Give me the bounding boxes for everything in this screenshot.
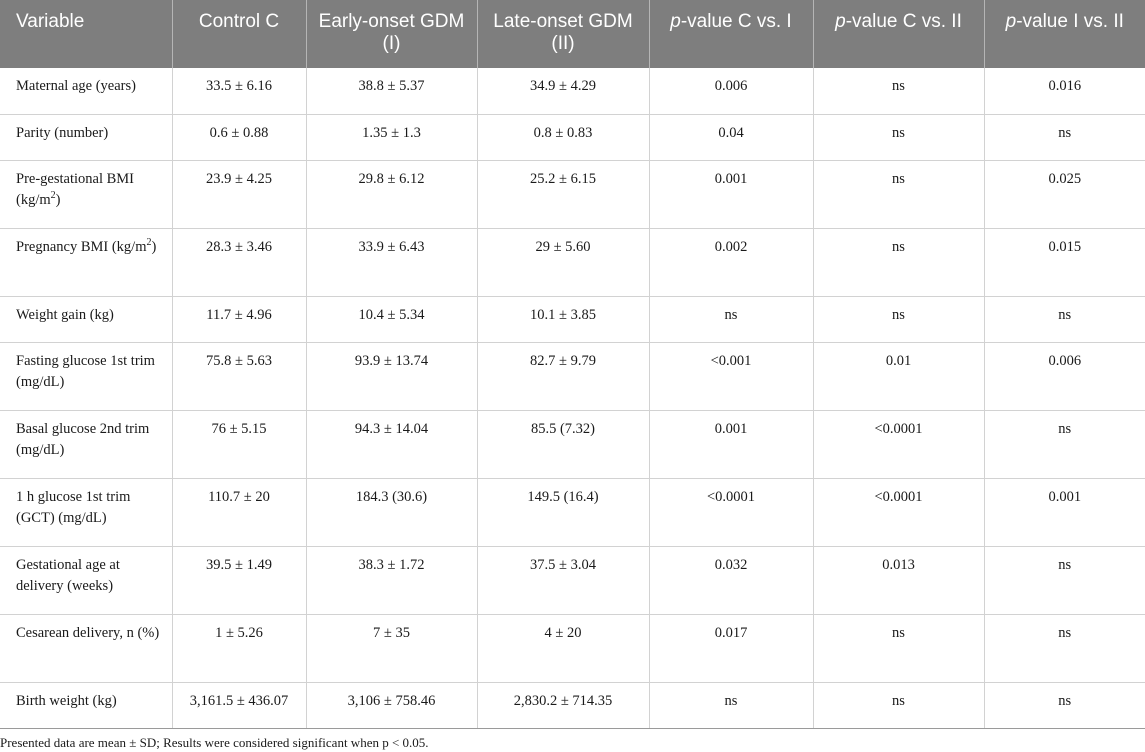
cell-early-onset: 3,106 ± 758.46 [306,682,478,729]
cell-pvalue-c-vs-ii: ns [813,160,985,229]
cell-pvalue-c-vs-ii: <0.0001 [813,410,985,479]
cell-early-onset: 94.3 ± 14.04 [306,410,478,479]
footnote: Presented data are mean ± SD; Results we… [0,735,429,750]
cell-pvalue-c-vs-i: 0.017 [649,614,814,683]
cell-pvalue-c-vs-i: 0.04 [649,114,814,161]
header-control: Control C [172,0,307,68]
cell-late-onset: 37.5 ± 3.04 [477,546,650,615]
cell-late-onset: 34.9 ± 4.29 [477,68,650,115]
cell-early-onset: 10.4 ± 5.34 [306,296,478,343]
table-row: Fasting glucose 1st trim (mg/dL) 75.8 ± 5… [0,342,1145,411]
cell-pvalue-c-vs-i: 0.032 [649,546,814,615]
cell-pvalue-c-vs-i: 0.002 [649,228,814,297]
cell-early-onset: 7 ± 35 [306,614,478,683]
cell-variable: Gestational age at delivery (weeks) [0,546,173,615]
cell-control: 110.7 ± 20 [172,478,307,547]
header-row: Variable Control C Early-onset GDM (I) L… [0,0,1145,68]
cell-pvalue-i-vs-ii: 0.006 [984,342,1145,411]
cell-pvalue-c-vs-ii: ns [813,68,985,115]
cell-pvalue-c-vs-i: ns [649,682,814,729]
cell-control: 39.5 ± 1.49 [172,546,307,615]
cell-pvalue-c-vs-i: 0.001 [649,410,814,479]
cell-pvalue-i-vs-ii: ns [984,410,1145,479]
cell-control: 28.3 ± 3.46 [172,228,307,297]
cell-late-onset: 82.7 ± 9.79 [477,342,650,411]
cell-pvalue-i-vs-ii: 0.001 [984,478,1145,547]
header-late-onset: Late-onset GDM (II) [477,0,650,68]
cell-pvalue-c-vs-i: ns [649,296,814,343]
cell-variable: Birth weight (kg) [0,682,173,729]
cell-early-onset: 184.3 (30.6) [306,478,478,547]
results-table: Variable Control C Early-onset GDM (I) L… [0,0,1145,729]
cell-late-onset: 0.8 ± 0.83 [477,114,650,161]
cell-late-onset: 85.5 (7.32) [477,410,650,479]
table-row: Gestational age at delivery (weeks) 39.5 … [0,546,1145,615]
cell-pvalue-c-vs-ii: ns [813,296,985,343]
header-pvalue-c-vs-i: p-value C vs. I [649,0,814,68]
cell-control: 3,161.5 ± 436.07 [172,682,307,729]
header-variable: Variable [0,0,173,68]
cell-late-onset: 4 ± 20 [477,614,650,683]
cell-pvalue-i-vs-ii: ns [984,614,1145,683]
cell-early-onset: 38.3 ± 1.72 [306,546,478,615]
cell-late-onset: 29 ± 5.60 [477,228,650,297]
cell-control: 23.9 ± 4.25 [172,160,307,229]
cell-control: 76 ± 5.15 [172,410,307,479]
cell-pvalue-c-vs-i: <0.001 [649,342,814,411]
cell-variable: Parity (number) [0,114,173,161]
cell-late-onset: 2,830.2 ± 714.35 [477,682,650,729]
table-row: Cesarean delivery, n (%) 1 ± 5.26 7 ± 35 4 … [0,614,1145,683]
cell-pvalue-c-vs-i: <0.0001 [649,478,814,547]
cell-variable: Basal glucose 2nd trim (mg/dL) [0,410,173,479]
table-row: Parity (number) 0.6 ± 0.88 1.35 ± 1.3 0.8 ±… [0,114,1145,161]
cell-control: 1 ± 5.26 [172,614,307,683]
header-pvalue-i-vs-ii: p-value I vs. II [984,0,1145,68]
cell-control: 11.7 ± 4.96 [172,296,307,343]
cell-pvalue-c-vs-ii: 0.01 [813,342,985,411]
cell-pvalue-c-vs-ii: ns [813,228,985,297]
cell-variable: Pregnancy BMI (kg/m2) [0,228,173,297]
cell-pvalue-i-vs-ii: 0.015 [984,228,1145,297]
table-row: 1 h glucose 1st trim (GCT) (mg/dL) 110.7 … [0,478,1145,547]
cell-pvalue-c-vs-ii: ns [813,614,985,683]
cell-early-onset: 38.8 ± 5.37 [306,68,478,115]
cell-pvalue-i-vs-ii: ns [984,114,1145,161]
cell-pvalue-c-vs-ii: ns [813,682,985,729]
cell-pvalue-i-vs-ii: ns [984,682,1145,729]
cell-variable: Maternal age (years) [0,68,173,115]
cell-pvalue-c-vs-i: 0.001 [649,160,814,229]
header-early-onset: Early-onset GDM (I) [306,0,478,68]
cell-late-onset: 10.1 ± 3.85 [477,296,650,343]
cell-variable: Fasting glucose 1st trim (mg/dL) [0,342,173,411]
cell-control: 75.8 ± 5.63 [172,342,307,411]
cell-early-onset: 93.9 ± 13.74 [306,342,478,411]
cell-pvalue-i-vs-ii: 0.025 [984,160,1145,229]
table-row: Pregnancy BMI (kg/m2) 28.3 ± 3.46 33.9 ± 6… [0,228,1145,297]
cell-pvalue-c-vs-ii: <0.0001 [813,478,985,547]
cell-control: 0.6 ± 0.88 [172,114,307,161]
cell-early-onset: 1.35 ± 1.3 [306,114,478,161]
cell-control: 33.5 ± 6.16 [172,68,307,115]
header-pvalue-c-vs-ii: p-value C vs. II [813,0,985,68]
cell-late-onset: 149.5 (16.4) [477,478,650,547]
table-body: Maternal age (years) 33.5 ± 6.16 38.8 ± 5.… [0,68,1145,729]
table-row: Weight gain (kg) 11.7 ± 4.96 10.4 ± 5.34 10… [0,296,1145,343]
cell-early-onset: 33.9 ± 6.43 [306,228,478,297]
cell-variable: Pre-gestational BMI (kg/m2) [0,160,173,229]
cell-pvalue-c-vs-ii: 0.013 [813,546,985,615]
cell-early-onset: 29.8 ± 6.12 [306,160,478,229]
table-row: Birth weight (kg) 3,161.5 ± 436.07 3,106 ±… [0,682,1145,729]
table-row: Pre-gestational BMI (kg/m2) 23.9 ± 4.25 29… [0,160,1145,229]
cell-pvalue-c-vs-ii: ns [813,114,985,161]
cell-pvalue-c-vs-i: 0.006 [649,68,814,115]
cell-late-onset: 25.2 ± 6.15 [477,160,650,229]
cell-variable: Cesarean delivery, n (%) [0,614,173,683]
cell-pvalue-i-vs-ii: 0.016 [984,68,1145,115]
cell-pvalue-i-vs-ii: ns [984,546,1145,615]
cell-variable: Weight gain (kg) [0,296,173,343]
table-row: Maternal age (years) 33.5 ± 6.16 38.8 ± 5.… [0,68,1145,115]
table-row: Basal glucose 2nd trim (mg/dL) 76 ± 5.15 9… [0,410,1145,479]
cell-pvalue-i-vs-ii: ns [984,296,1145,343]
cell-variable: 1 h glucose 1st trim (GCT) (mg/dL) [0,478,173,547]
